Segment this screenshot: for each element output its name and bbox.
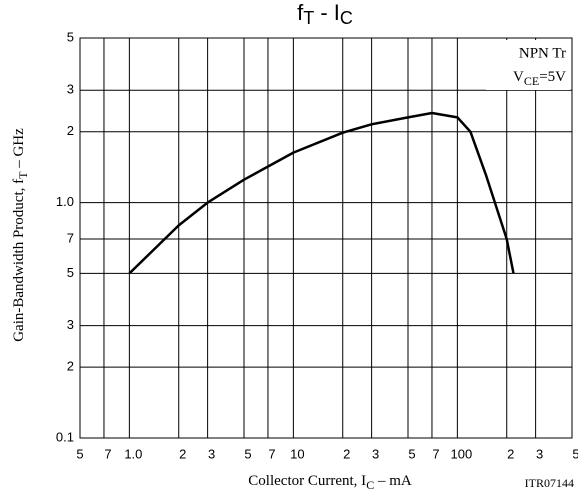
title-sub: T: [303, 8, 314, 28]
x-tick-label: 3: [372, 446, 379, 461]
y-label-main: Gain-Bandwidth Product, f: [11, 179, 27, 342]
x-tick-label: 7: [268, 446, 275, 461]
x-tick-label: 100: [451, 446, 473, 461]
x-tick-label: 7: [104, 446, 111, 461]
x-tick-label: 2: [507, 446, 514, 461]
y-tick-label: 0.1: [56, 429, 74, 444]
y-label-main: – GHz: [11, 128, 27, 172]
y-tick-label: 2: [67, 359, 74, 374]
annotation: NPN Tr: [519, 45, 566, 61]
y-tick-label: 5: [67, 265, 74, 280]
x-axis-label: Collector Current, IC – mA: [248, 473, 412, 491]
x-tick-label: 5: [244, 446, 251, 461]
title-main: - I: [314, 0, 340, 25]
y-tick-label: 3: [67, 317, 74, 332]
x-tick-label: 3: [536, 446, 543, 461]
figure-code: ITR07144: [525, 476, 574, 490]
x-label-sub: C: [366, 478, 374, 492]
x-tick-label: 3: [208, 446, 215, 461]
annotation: VCE=5V: [513, 69, 566, 87]
y-tick-label: 5: [67, 29, 74, 44]
chart-title: fT - IC: [297, 0, 353, 28]
y-tick-label: 7: [67, 230, 74, 245]
x-tick-label: 5: [76, 446, 83, 461]
curve: [128, 111, 515, 275]
x-tick-label: 7: [432, 446, 439, 461]
y-tick-label: 3: [67, 82, 74, 97]
x-tick-label: 5: [408, 446, 415, 461]
annotation-sub: CE: [524, 74, 539, 88]
x-tick-label: 5: [572, 446, 578, 461]
annotation-bg: [486, 40, 570, 90]
x-tick-label: 2: [343, 446, 350, 461]
annotation-main: =5V: [539, 69, 566, 85]
title-main: f: [297, 0, 304, 25]
y-label-sub: T: [16, 171, 30, 179]
x-label-main: – mA: [374, 473, 412, 489]
y-axis-label: Gain-Bandwidth Product, fT – GHz: [11, 128, 29, 342]
title-sub: C: [340, 8, 353, 28]
annotation-main: V: [513, 69, 524, 85]
x-label-main: Collector Current, I: [248, 473, 366, 489]
y-tick-label: 2: [67, 123, 74, 138]
plot-frame: [79, 37, 573, 439]
y-tick-label: 1.0: [56, 194, 74, 209]
x-tick-label: 2: [179, 446, 186, 461]
x-tick-label: 1.0: [124, 446, 142, 461]
x-tick-label: 10: [290, 446, 304, 461]
